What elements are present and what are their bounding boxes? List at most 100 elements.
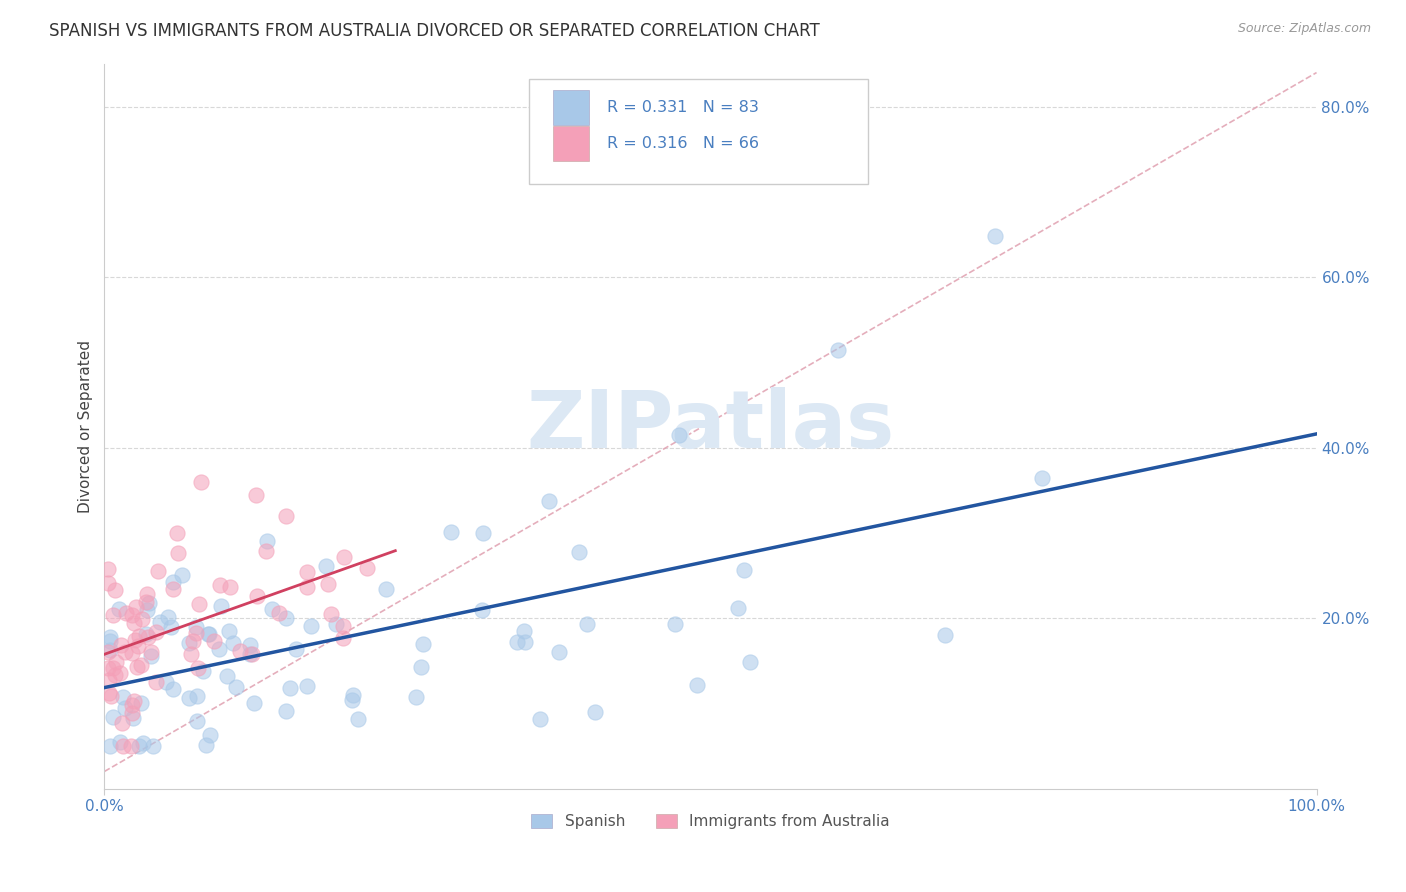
Point [568, 545, 591, 559]
Point [124, 632, 146, 647]
Point [375, 582, 398, 597]
Point [356, 561, 378, 575]
Point [129, 658, 152, 673]
Point [122, 711, 145, 725]
Point [125, 660, 148, 674]
Text: ZIPatlas: ZIPatlas [526, 387, 894, 466]
Point [124, 615, 146, 630]
Point [274, 704, 297, 718]
Point [121, 607, 143, 622]
Text: R = 0.316   N = 66: R = 0.316 N = 66 [607, 136, 759, 152]
Point [315, 558, 337, 573]
Point [166, 525, 188, 540]
Text: Source: ZipAtlas.com: Source: ZipAtlas.com [1237, 22, 1371, 36]
Point [135, 602, 157, 616]
Point [184, 620, 207, 634]
Point [506, 635, 529, 649]
Point [547, 644, 569, 658]
Point [202, 634, 225, 648]
Point [325, 617, 347, 632]
Point [162, 681, 184, 696]
Point [274, 611, 297, 625]
Point [100, 739, 122, 753]
Point [668, 428, 690, 442]
Point [180, 647, 202, 661]
Point [135, 587, 157, 601]
Point [127, 639, 149, 653]
Point [187, 597, 209, 611]
Point [131, 612, 153, 626]
Point [100, 642, 122, 657]
Point [340, 693, 363, 707]
Point [104, 655, 127, 669]
Point [242, 696, 264, 710]
Point [125, 600, 148, 615]
Point [575, 616, 598, 631]
Point [285, 641, 308, 656]
Point [333, 549, 356, 564]
Point [198, 627, 221, 641]
Point [155, 674, 177, 689]
Point [1031, 471, 1053, 485]
Point [209, 578, 232, 592]
Point [984, 229, 1007, 244]
Point [276, 508, 298, 523]
Point [471, 526, 494, 541]
Point [160, 620, 183, 634]
Point [135, 594, 157, 608]
Point [100, 633, 122, 648]
Point [239, 638, 262, 652]
Point [295, 580, 318, 594]
Point [409, 660, 432, 674]
Point [98, 673, 121, 688]
Text: R = 0.331   N = 83: R = 0.331 N = 83 [607, 100, 759, 115]
Point [727, 600, 749, 615]
Point [733, 563, 755, 577]
Point [136, 631, 159, 645]
Point [538, 494, 561, 508]
Point [218, 624, 240, 639]
Point [246, 589, 269, 603]
Point [191, 664, 214, 678]
Point [301, 619, 323, 633]
Point [186, 689, 208, 703]
Legend: Spanish, Immigrants from Australia: Spanish, Immigrants from Australia [524, 808, 896, 835]
Point [138, 595, 160, 609]
Text: SPANISH VS IMMIGRANTS FROM AUSTRALIA DIVORCED OR SEPARATED CORRELATION CHART: SPANISH VS IMMIGRANTS FROM AUSTRALIA DIV… [49, 22, 820, 40]
Point [218, 581, 240, 595]
Point [97, 561, 120, 575]
Point [529, 713, 551, 727]
Point [239, 647, 262, 661]
Point [172, 568, 194, 582]
Point [256, 533, 278, 548]
Point [181, 633, 204, 648]
Point [97, 645, 120, 659]
Point [111, 716, 134, 731]
Point [347, 712, 370, 726]
Point [267, 607, 290, 621]
Point [97, 575, 120, 590]
Point [686, 677, 709, 691]
Point [124, 694, 146, 708]
Point [162, 582, 184, 597]
Point [278, 681, 301, 696]
Point [128, 739, 150, 753]
Point [513, 624, 536, 638]
Point [342, 688, 364, 702]
Point [190, 475, 212, 489]
Point [583, 705, 606, 719]
Point [149, 615, 172, 630]
Point [297, 679, 319, 693]
Point [145, 674, 167, 689]
Point [222, 636, 245, 650]
Point [145, 624, 167, 639]
Point [131, 736, 153, 750]
Point [97, 660, 120, 674]
Point [139, 645, 162, 659]
Point [321, 607, 343, 621]
Bar [553, 90, 589, 125]
Point [217, 669, 239, 683]
Point [100, 630, 122, 644]
Point [440, 524, 463, 539]
Point [128, 629, 150, 643]
